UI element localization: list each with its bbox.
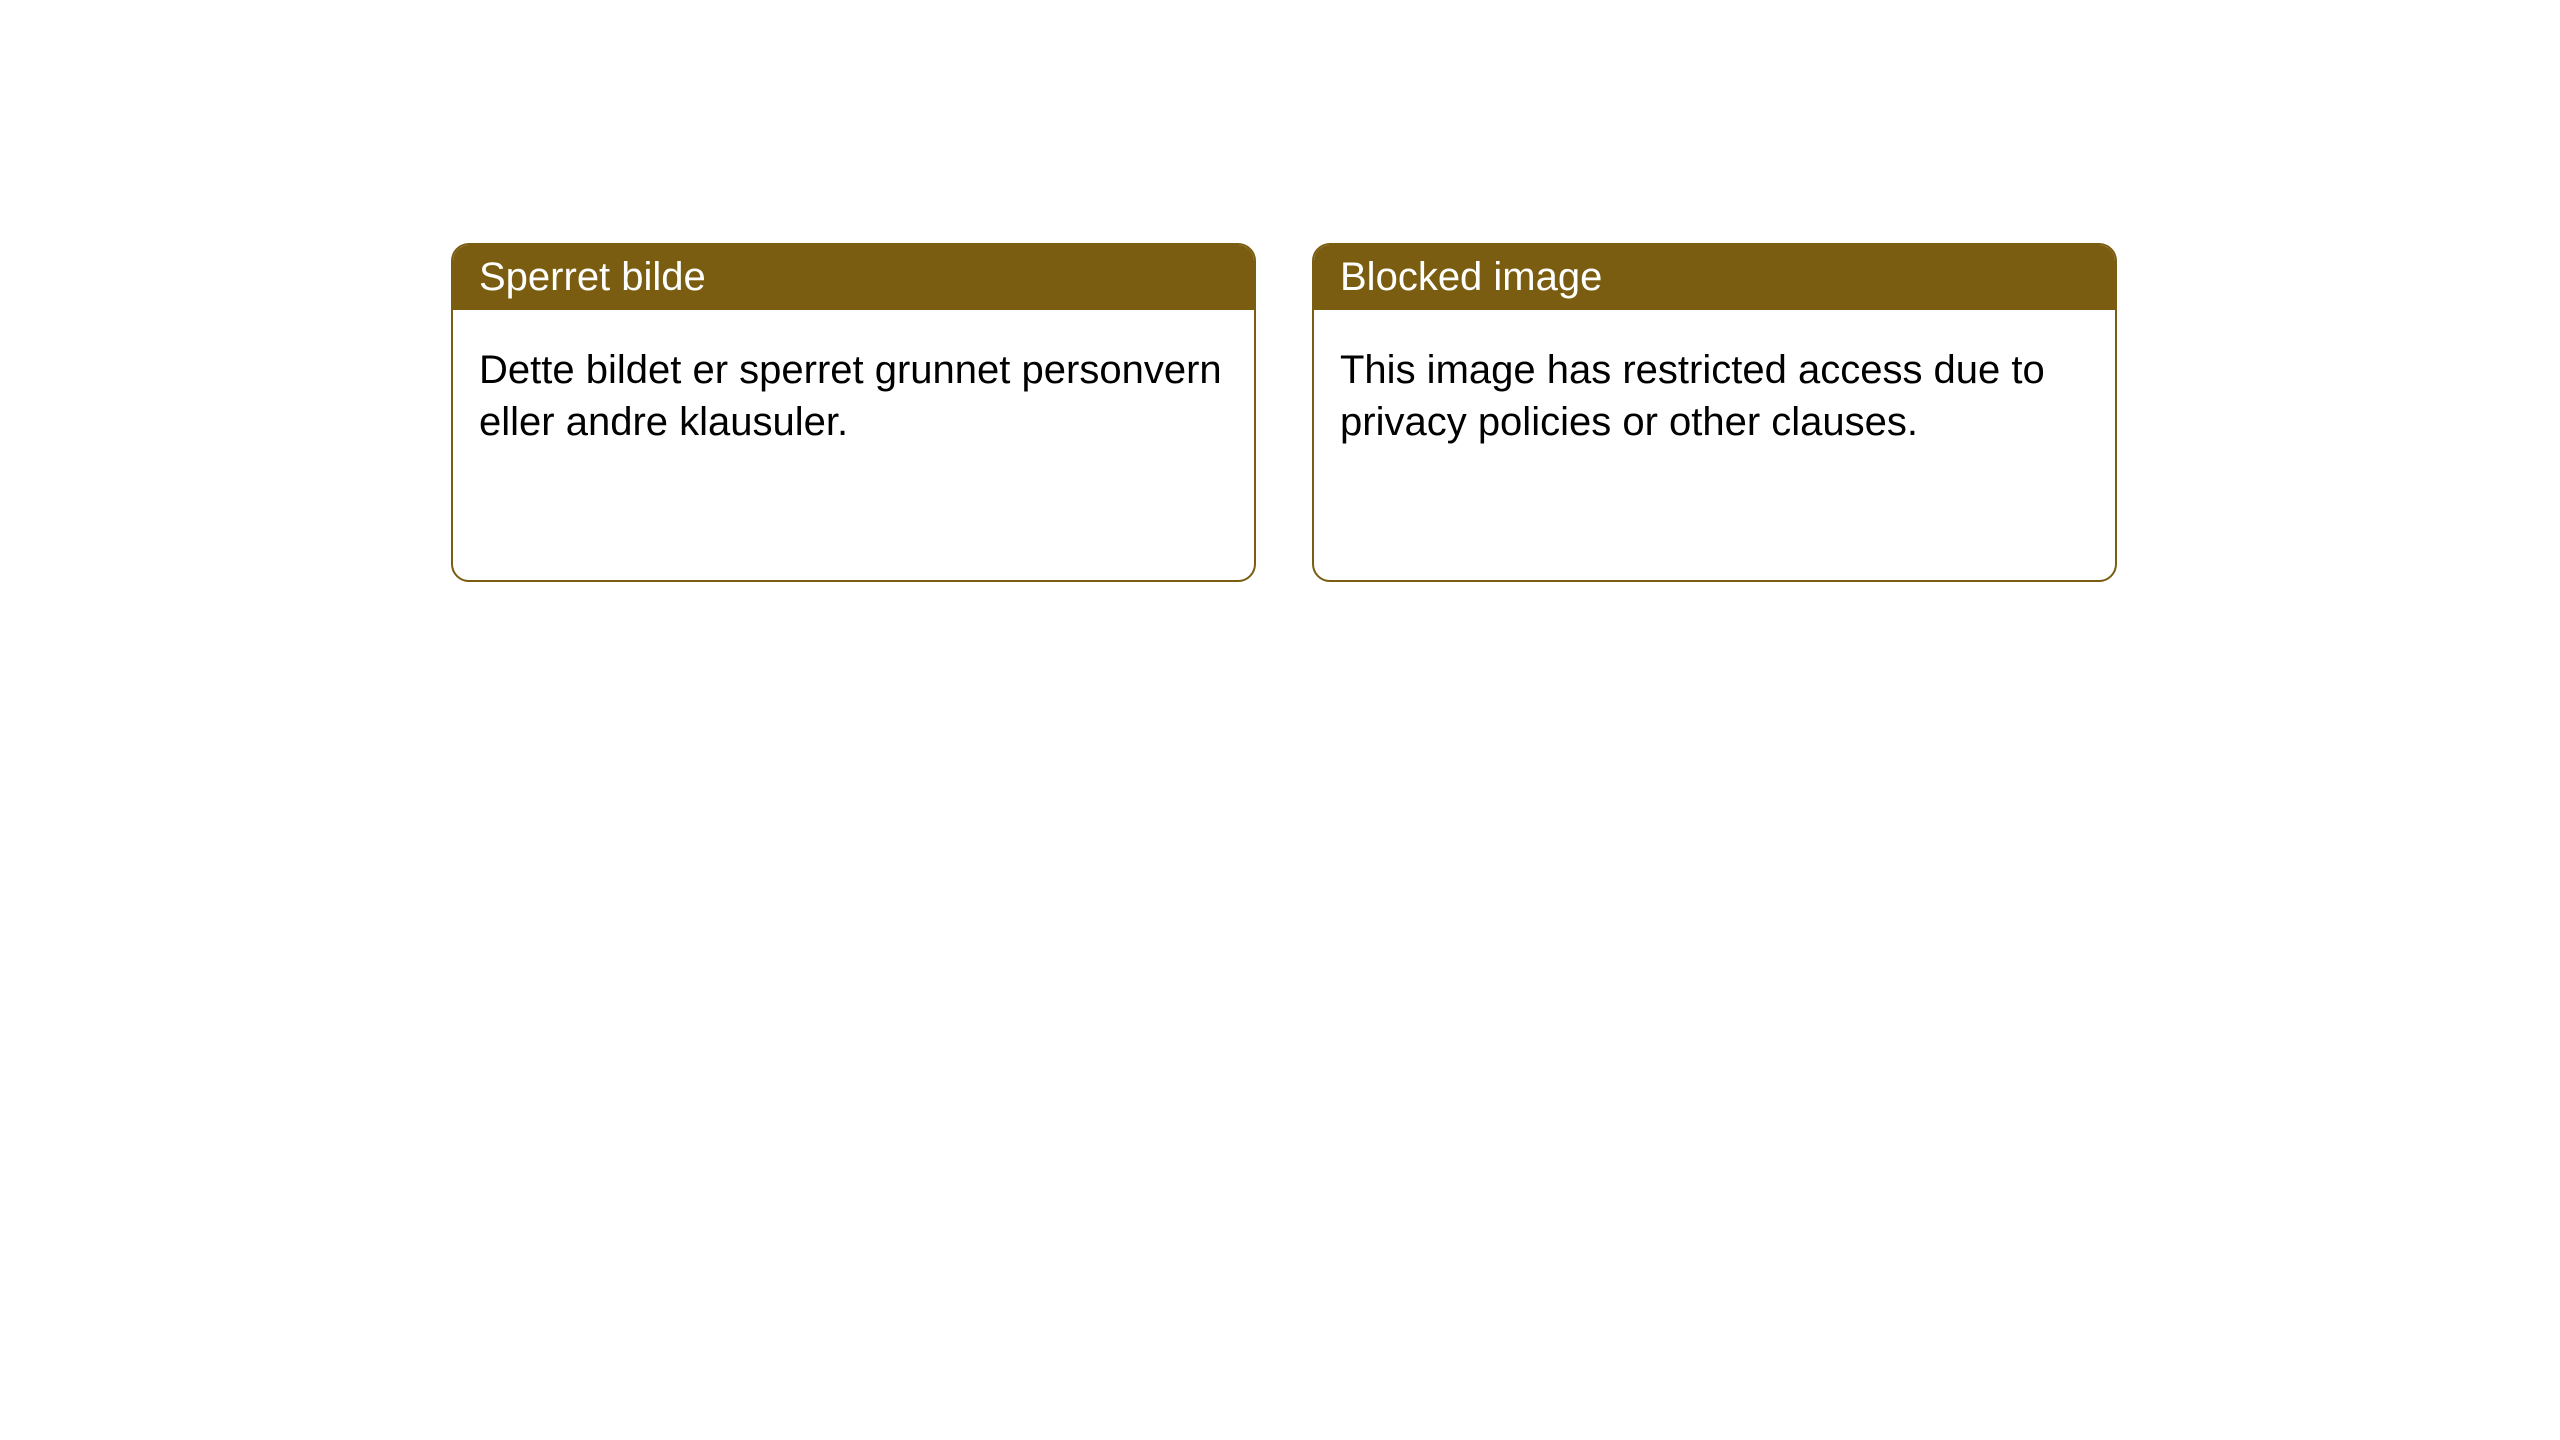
notice-card-no: Sperret bilde Dette bildet er sperret gr… — [451, 243, 1256, 582]
notice-header-en: Blocked image — [1314, 245, 2115, 310]
notice-body-en: This image has restricted access due to … — [1314, 310, 2115, 482]
notice-container: Sperret bilde Dette bildet er sperret gr… — [0, 0, 2560, 582]
notice-card-en: Blocked image This image has restricted … — [1312, 243, 2117, 582]
notice-body-no: Dette bildet er sperret grunnet personve… — [453, 310, 1254, 482]
notice-header-no: Sperret bilde — [453, 245, 1254, 310]
